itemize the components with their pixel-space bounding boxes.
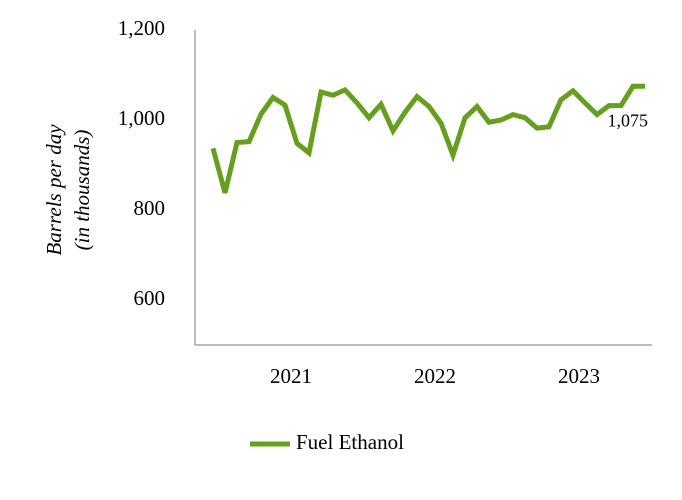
y-tick-label: 1,200: [118, 16, 165, 40]
x-tick-label: 2021: [270, 364, 312, 388]
y-label-line: Barrels per day: [42, 124, 66, 256]
y-tick-label: 800: [134, 196, 166, 220]
y-tick-label: 1,000: [118, 106, 165, 130]
x-tick-label: 2022: [414, 364, 456, 388]
data-line: [210, 83, 645, 194]
x-tick-label: 2023: [558, 364, 600, 388]
y-tick-label: 600: [134, 286, 166, 310]
legend-label: Fuel Ethanol: [296, 430, 404, 454]
data-label: 1,075: [608, 110, 649, 130]
y-axis-label: Barrels per day (in thousands): [42, 124, 94, 256]
y-label-line: (in thousands): [70, 130, 94, 251]
